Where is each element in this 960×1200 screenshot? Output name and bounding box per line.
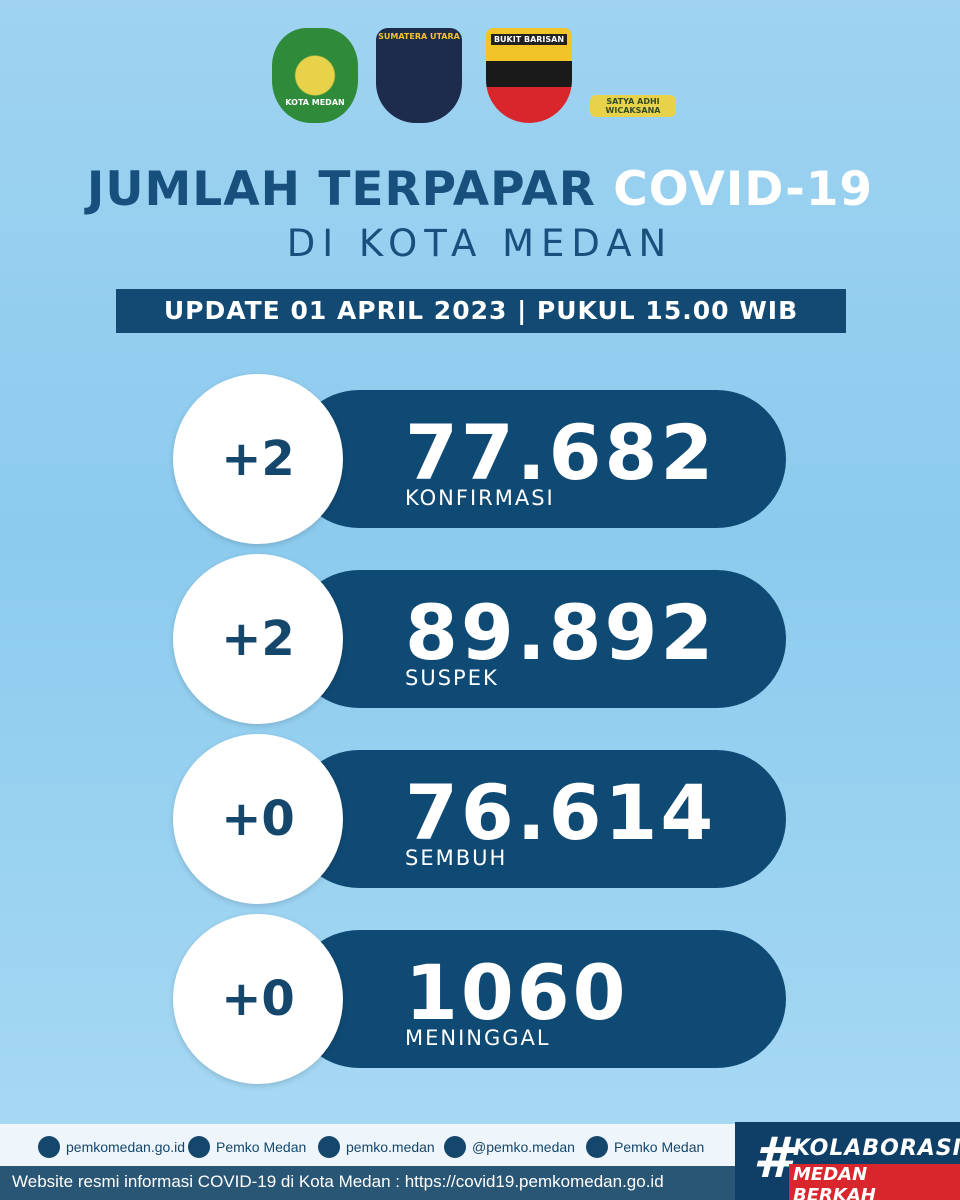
stat-pill bbox=[290, 570, 786, 708]
logo: SUMATERA UTARA bbox=[376, 28, 462, 123]
stat-value: 1060 bbox=[405, 948, 629, 1037]
title: JUMLAH TERPAPAR COVID-19 bbox=[0, 162, 960, 217]
logo: SATYA ADHI WICAKSANA bbox=[590, 28, 676, 123]
social-text: Pemko Medan bbox=[614, 1139, 705, 1155]
stat-value: 76.614 bbox=[405, 768, 717, 857]
stat-pill bbox=[290, 390, 786, 528]
social-link[interactable]: @pemko.medan bbox=[444, 1136, 575, 1158]
social-text: pemko.medan bbox=[346, 1139, 435, 1155]
tag-line: MEDAN BERKAH bbox=[789, 1164, 960, 1200]
stat-label: KONFIRMASI bbox=[405, 486, 555, 510]
logo: BUKIT BARISAN bbox=[486, 28, 572, 123]
title-text: JUMLAH TERPAPAR bbox=[86, 162, 596, 217]
website-note: Website resmi informasi COVID-19 di Kota… bbox=[0, 1166, 740, 1200]
logo-text: SATYA ADHI WICAKSANA bbox=[590, 95, 676, 117]
stat-change: +2 bbox=[173, 554, 343, 724]
title-highlight: COVID-19 bbox=[613, 162, 874, 217]
tag-line: KOLABORASI bbox=[793, 1136, 960, 1161]
stat-change: +0 bbox=[173, 914, 343, 1084]
stat-label: SUSPEK bbox=[405, 666, 499, 690]
hashtag: # KOLABORASI MEDAN BERKAH bbox=[735, 1122, 960, 1200]
social-text: pemkomedan.go.id bbox=[66, 1139, 186, 1155]
social-link[interactable]: pemko.medan bbox=[318, 1136, 435, 1158]
social-text: @pemko.medan bbox=[472, 1139, 575, 1155]
update-banner: UPDATE 01 APRIL 2023 | PUKUL 15.00 WIB bbox=[116, 289, 846, 333]
stat-change: +0 bbox=[173, 734, 343, 904]
social-link[interactable]: Pemko Medan bbox=[188, 1136, 306, 1158]
logo-text: BUKIT BARISAN bbox=[490, 34, 568, 45]
stat-label: MENINGGAL bbox=[405, 1026, 551, 1050]
social-icon bbox=[444, 1136, 466, 1158]
social-link[interactable]: Pemko Medan bbox=[586, 1136, 704, 1158]
social-icon bbox=[318, 1136, 340, 1158]
logo-text: KOTA MEDAN bbox=[285, 98, 345, 107]
stat-pill bbox=[290, 750, 786, 888]
social-link[interactable]: pemkomedan.go.id bbox=[38, 1136, 185, 1158]
stat-value: 77.682 bbox=[405, 408, 717, 497]
stat-value: 89.892 bbox=[405, 588, 717, 677]
social-icon bbox=[586, 1136, 608, 1158]
hash: # bbox=[753, 1126, 792, 1191]
social-icon bbox=[188, 1136, 210, 1158]
social-text: Pemko Medan bbox=[216, 1139, 307, 1155]
stat-label: SEMBUH bbox=[405, 846, 508, 870]
social-icon bbox=[38, 1136, 60, 1158]
stat-pill bbox=[290, 930, 786, 1068]
stat-change: +2 bbox=[173, 374, 343, 544]
logo: KOTA MEDAN bbox=[272, 28, 358, 123]
logo-text: SUMATERA UTARA bbox=[378, 32, 460, 41]
subtitle: DI KOTA MEDAN bbox=[286, 222, 674, 265]
